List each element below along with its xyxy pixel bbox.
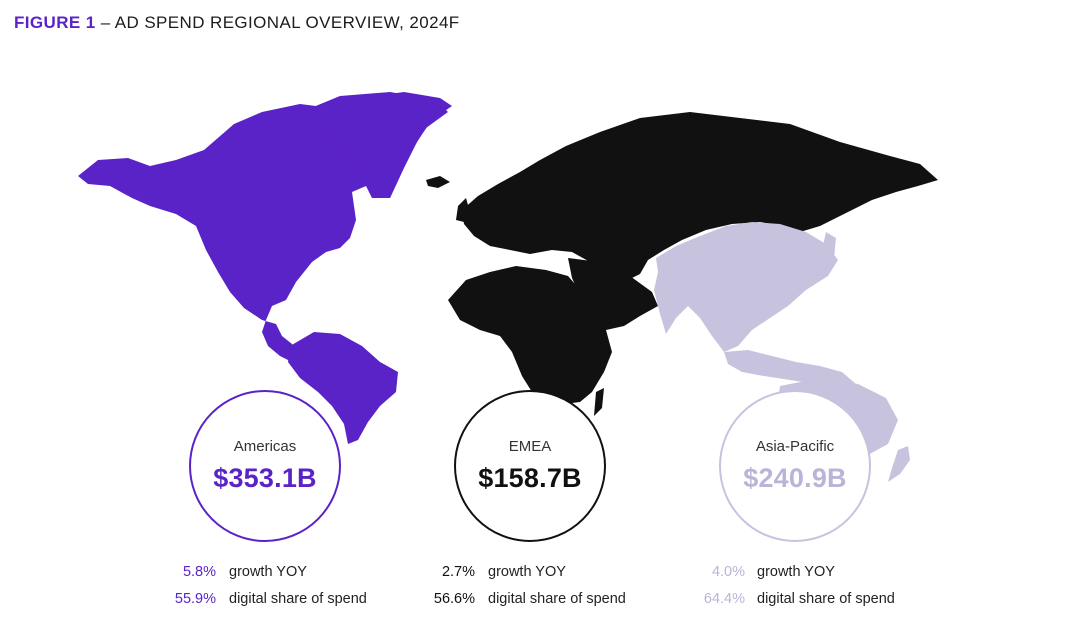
americas-growth-label: growth YOY <box>229 564 307 580</box>
figure-title: FIGURE 1 – AD SPEND REGIONAL OVERVIEW, 2… <box>14 13 460 33</box>
asia-pacific-growth-value: 4.0% <box>711 564 745 580</box>
emea-digital-value-wrap: 56.6% <box>415 591 475 611</box>
region-emea-shape <box>426 112 938 416</box>
emea-circle: EMEA $158.7B <box>454 390 606 542</box>
africa-shape <box>448 266 612 404</box>
asia-pacific-growth-label: growth YOY <box>757 564 835 580</box>
emea-digital-value: 56.6% <box>433 591 475 607</box>
emea-growth-label: growth YOY <box>488 564 566 580</box>
asia-pacific-digital-value: 64.4% <box>703 591 745 607</box>
asia-pacific-region-name: Asia-Pacific <box>755 438 835 455</box>
americas-ad-spend: $353.1B <box>213 463 317 493</box>
figure-dash: – <box>100 13 111 32</box>
uk-shape <box>456 198 470 222</box>
emea-growth-value-wrap: 2.7% <box>415 564 475 584</box>
asia-pacific-ad-spend: $240.9B <box>743 463 847 493</box>
asia-pacific-digital-value-wrap: 64.4% <box>685 591 745 611</box>
madagascar-shape <box>594 388 604 416</box>
middle-east-shape <box>568 258 658 330</box>
asia-pacific-digital-label: digital share of spend <box>757 591 895 607</box>
americas-region-name: Americas <box>233 438 297 455</box>
south-america-shape <box>288 332 398 444</box>
americas-growth-value-wrap: 5.8% <box>156 564 216 584</box>
emea-digital-label: digital share of spend <box>488 591 626 607</box>
americas-circle: Americas $353.1B <box>189 390 341 542</box>
figure-label: FIGURE 1 <box>14 13 96 32</box>
emea-growth-value: 2.7% <box>441 564 475 580</box>
emea-ad-spend: $158.7B <box>478 463 582 493</box>
east-asia-shape <box>654 222 838 352</box>
new-zealand-shape <box>888 446 910 482</box>
americas-digital-value-wrap: 55.9% <box>156 591 216 611</box>
europe-russia-shape <box>462 112 938 282</box>
americas-digital-label: digital share of spend <box>229 591 367 607</box>
iceland-shape <box>426 176 450 188</box>
emea-region-name: EMEA <box>508 438 552 455</box>
japan-shape <box>816 232 836 278</box>
region-americas-shape <box>78 92 452 444</box>
asia-pacific-circle: Asia-Pacific $240.9B <box>719 390 871 542</box>
greenland-shape <box>306 92 448 198</box>
americas-growth-value: 5.8% <box>182 564 216 580</box>
asia-pacific-growth-value-wrap: 4.0% <box>685 564 745 584</box>
americas-digital-value: 55.9% <box>174 591 216 607</box>
figure-title-text: AD SPEND REGIONAL OVERVIEW, 2024F <box>114 13 460 32</box>
